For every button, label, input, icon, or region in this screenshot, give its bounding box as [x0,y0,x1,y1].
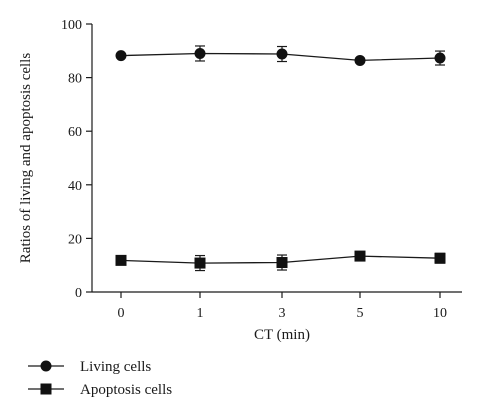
apoptosis-cells-point [115,254,127,266]
x-tick-label: 0 [118,306,125,321]
series-layer [115,45,446,272]
y-tick-label: 80 [68,72,82,87]
living-cells-point [434,52,446,64]
axes [91,24,462,293]
legend-apoptosis-cells-marker [40,383,52,395]
apoptosis-cells-point [354,250,366,262]
x-axis-label: CT (min) [254,327,310,343]
living-cells-point [354,54,366,66]
legend-apoptosis-cells-label: Apoptosis cells [80,382,172,398]
apoptosis-cells-point [276,257,288,269]
y-tick-label: 40 [68,179,82,194]
legend-living-cells-marker [40,360,52,372]
x-tick-label: 10 [433,306,447,321]
living-cells-point [115,50,127,62]
x-ticks: 0 1 3 5 10 [118,292,447,321]
x-tick-label: 5 [357,306,364,321]
y-axis-label: Ratios of living and apoptosis cells [18,53,34,264]
y-tick-label: 20 [68,232,82,247]
y-ticks: 0 20 40 60 80 100 [61,18,92,301]
y-tick-label: 60 [68,125,82,140]
apoptosis-cells-point [194,257,206,269]
apoptosis-cells-point [434,252,446,264]
y-tick-label: 100 [61,18,82,33]
x-tick-label: 3 [279,306,286,321]
living-cells-point [194,47,206,59]
legend: Living cells Apoptosis cells [28,359,172,398]
living-cells-point [276,48,288,60]
legend-living-cells-label: Living cells [80,359,151,375]
x-tick-label: 1 [197,306,204,321]
y-tick-label: 0 [75,286,82,301]
